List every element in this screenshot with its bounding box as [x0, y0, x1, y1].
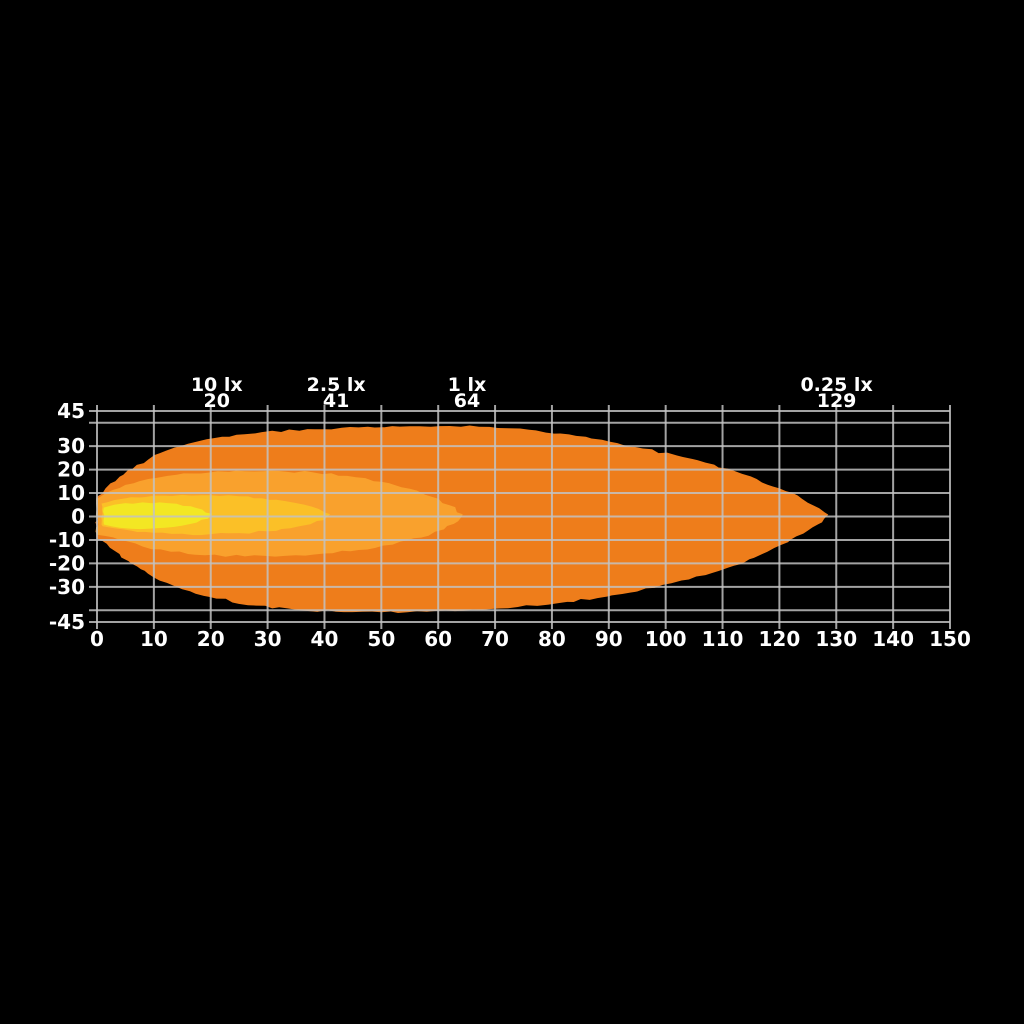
contour-lux-label: 2.5 lx [307, 374, 366, 396]
contour-lux-label: 10 lx [191, 374, 243, 396]
y-axis-tick-label: -30 [49, 575, 85, 599]
contour-distance-label: 64 [454, 390, 480, 412]
x-axis-tick-label: 80 [538, 627, 566, 651]
y-axis-tick-label: 45 [57, 399, 85, 423]
x-axis-tick-label: 0 [90, 627, 104, 651]
plot-grid [89, 405, 951, 629]
y-axis-tick-label: 30 [57, 434, 85, 458]
y-axis-tick-label: 10 [57, 481, 85, 505]
x-axis-tick-labels: 0 10 20 30 40 50 60 70 80 90 100 110 120 130 140 150 [90, 627, 971, 651]
x-axis-tick-label: 30 [254, 627, 282, 651]
x-axis-tick-label: 60 [424, 627, 452, 651]
y-axis-tick-label: -10 [49, 528, 85, 552]
y-axis-tick-label: 20 [57, 458, 85, 482]
contour-lux-label: 0.25 lx [800, 374, 872, 396]
y-axis-tick-label: -45 [49, 610, 85, 634]
x-axis-tick-label: 90 [595, 627, 623, 651]
x-axis-tick-label: 120 [759, 627, 801, 651]
x-axis-tick-label: 140 [872, 627, 914, 651]
contour-lux-label: 1 lx [448, 374, 487, 396]
x-axis-tick-label: 70 [481, 627, 509, 651]
x-axis-tick-label: 40 [311, 627, 339, 651]
x-axis-tick-label: 10 [140, 627, 168, 651]
x-axis-tick-label: 110 [702, 627, 744, 651]
x-axis-tick-label: 100 [645, 627, 687, 651]
contour-distance-label: 20 [204, 390, 230, 412]
y-axis-tick-label: 0 [71, 505, 85, 529]
x-axis-tick-label: 130 [815, 627, 857, 651]
x-axis-tick-label: 150 [929, 627, 971, 651]
y-axis-tick-label: -20 [49, 551, 85, 575]
x-axis-tick-label: 50 [367, 627, 395, 651]
contour-distance-label: 129 [817, 390, 857, 412]
x-axis-tick-label: 20 [197, 627, 225, 651]
contour-distance-label: 41 [323, 390, 349, 412]
